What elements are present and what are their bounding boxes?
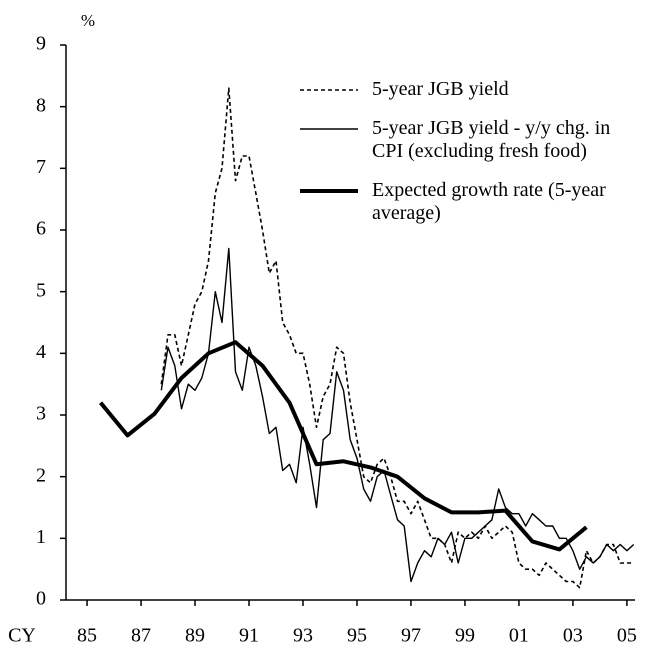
y-tick-label: 5 [36,279,46,301]
x-tick-label: 95 [347,625,367,647]
x-tick-label: 87 [131,625,151,647]
y-tick-label: 6 [36,218,46,240]
legend: 5-year JGB yield 5-year JGB yield - y/y c… [296,78,636,241]
y-tick-label: 2 [36,464,46,486]
legend-label: 5-year JGB yield - y/y chg. in CPI (excl… [372,117,611,162]
x-tick-label: 99 [455,625,475,647]
x-tick-label: 91 [239,625,259,647]
y-tick-label: 4 [36,341,46,363]
y-tick-label: 0 [36,588,46,610]
legend-item: Expected growth rate (5-year average) [296,179,634,225]
x-tick-label: 03 [563,625,583,647]
series-line [160,87,634,589]
y-tick-label: 8 [36,94,46,116]
y-tick-label: 3 [36,403,46,425]
legend-swatch [300,89,358,91]
legend-label: Expected growth rate (5-year average) [372,179,606,224]
x-tick-label: 01 [509,625,529,647]
y-tick-label: 1 [36,526,46,548]
legend-swatch [300,128,358,130]
legend-label: 5-year JGB yield [372,78,509,100]
legend-swatch [300,189,358,193]
legend-item: 5-year JGB yield - y/y chg. in CPI (excl… [296,117,634,163]
legend-item: 5-year JGB yield [296,78,634,101]
x-tick-label: 97 [401,625,421,647]
x-tick-label: 89 [185,625,205,647]
x-tick-label: 93 [293,625,313,647]
x-tick-label: 05 [617,625,637,647]
series-line [160,247,635,583]
y-tick-label: 9 [36,33,46,55]
series-line [99,340,588,552]
x-prefix: CY [8,625,36,647]
y-unit: % [81,11,95,30]
y-tick-label: 7 [36,156,46,178]
x-tick-label: 85 [77,625,97,647]
